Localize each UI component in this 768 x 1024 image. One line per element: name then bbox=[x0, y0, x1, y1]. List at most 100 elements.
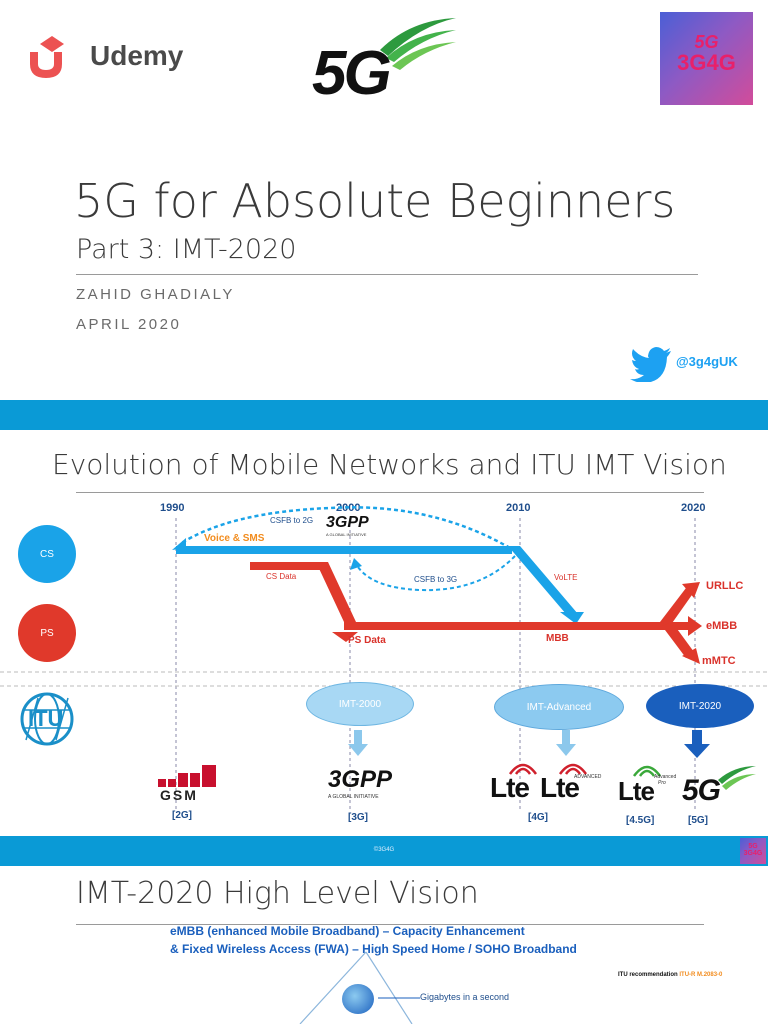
csfb-2g-label: CSFB to 2G bbox=[270, 516, 314, 525]
evolution-diagram bbox=[0, 506, 768, 812]
slide-footer-band: ©3G4G 5G 3G4G bbox=[0, 836, 768, 866]
ps-circle: PS bbox=[18, 604, 76, 662]
gen-label: [3G] bbox=[348, 812, 368, 823]
year-label: 2010 bbox=[506, 502, 531, 514]
lte-logo: Lte bbox=[490, 758, 542, 803]
cs-data-slope bbox=[316, 562, 356, 622]
udemy-wordmark: Udemy bbox=[90, 40, 184, 71]
itu-logo: ITU bbox=[18, 690, 76, 748]
slide-title: IMT-2020 High Level Vision bbox=[76, 876, 479, 911]
embb-line-2: & Fixed Wireless Access (FWA) – High Spe… bbox=[170, 942, 577, 956]
arrow-head bbox=[350, 558, 362, 570]
slide-subtitle: Part 3: IMT-2020 bbox=[76, 234, 297, 265]
slide-title: 5G for Absolute Beginners bbox=[74, 174, 676, 228]
voice-sms-label: Voice & SMS bbox=[204, 533, 265, 544]
gen-label: [4.5G] bbox=[626, 815, 655, 826]
imt-2020-ellipse: IMT-2020 bbox=[646, 684, 754, 728]
gen-label: [4G] bbox=[528, 812, 548, 823]
twitter-bird-icon bbox=[630, 347, 671, 382]
urllc-branch bbox=[660, 588, 694, 626]
mbb-label: MBB bbox=[546, 633, 569, 644]
mmtc-label: mMTC bbox=[702, 655, 736, 667]
database-icon bbox=[342, 984, 374, 1014]
arrow-head bbox=[682, 582, 700, 598]
badge-5g-text: 5G bbox=[748, 843, 758, 850]
imt-advanced-ellipse: IMT-Advanced bbox=[494, 684, 624, 730]
itu-text: ITU bbox=[28, 706, 64, 731]
badge-5g-text: 5G bbox=[694, 32, 719, 52]
lte-advanced-pro-logo: Advanced Pro Lte bbox=[618, 760, 677, 806]
udemy-u-icon bbox=[30, 36, 64, 78]
cs-to-mbb bbox=[508, 546, 578, 614]
down-arrow-imt-advanced bbox=[556, 730, 576, 756]
itu-recommendation: ITU recommendation ITU-R M.2083-0 bbox=[618, 972, 722, 978]
5g-swoosh-icon bbox=[718, 766, 756, 790]
itu-ref: ITU-R M.2083-0 bbox=[679, 972, 723, 978]
3gpp-logo-sub: A GLOBAL INITIATIVE bbox=[326, 532, 367, 537]
lte-signal-icon bbox=[632, 765, 662, 777]
lte-pro-sup: Pro bbox=[658, 780, 666, 786]
title-slide: Udemy 5G 5G 3G4G 5G for Absolute Beginne… bbox=[0, 0, 768, 402]
lte-signal-icon bbox=[508, 763, 538, 775]
3gpp-logo-bottom: 3GPP A GLOBAL INITIATIVE bbox=[328, 766, 400, 806]
title-divider bbox=[76, 924, 704, 925]
author: ZAHID GHADIALY bbox=[76, 286, 235, 303]
mmtc-branch bbox=[662, 622, 694, 658]
badge-3g4g-text: 3G4G bbox=[677, 50, 736, 75]
arrow-head bbox=[682, 648, 700, 664]
footer-copyright: ©3G4G bbox=[373, 847, 395, 853]
twitter-link[interactable]: @3g4gUK bbox=[630, 344, 760, 384]
embb-branch bbox=[664, 622, 690, 630]
badge-3g4g-text: 3G4G bbox=[743, 850, 763, 857]
date: APRIL 2020 bbox=[76, 316, 182, 333]
gsm-text: GSM bbox=[160, 787, 198, 803]
down-arrow-imt2000 bbox=[348, 730, 368, 756]
lte-text: Lte bbox=[540, 772, 580, 803]
5g-logo-small: 5G bbox=[678, 762, 758, 807]
3g4g-badge: 5G 3G4G bbox=[660, 12, 753, 105]
lte-pro-sup: Advanced bbox=[654, 774, 677, 780]
3gpp-logo: 3GPP A GLOBAL INITIATIVE bbox=[326, 514, 376, 544]
arrow-head bbox=[332, 632, 358, 642]
title-divider bbox=[76, 274, 698, 275]
lte-advanced-sup: ADVANCED bbox=[574, 774, 602, 780]
embb-line-1: eMBB (enhanced Mobile Broadband) – Capac… bbox=[170, 924, 525, 938]
gsm-logo: GSM bbox=[158, 765, 228, 807]
lte-advanced-logo: ADVANCED Lte bbox=[540, 758, 601, 803]
evolution-slide: Evolution of Mobile Networks and ITU IMT… bbox=[0, 432, 768, 836]
gen-label: [5G] bbox=[688, 815, 708, 826]
gen-label: [2G] bbox=[172, 810, 192, 821]
footer-badge: 5G 3G4G bbox=[740, 838, 766, 864]
itu-globe-icon bbox=[20, 692, 74, 746]
year-label: 2020 bbox=[681, 502, 706, 514]
vision-slide: IMT-2020 High Level Vision eMBB (enhance… bbox=[0, 868, 768, 1024]
cs-data-line bbox=[250, 562, 322, 570]
gigabytes-label: Gigabytes in a second bbox=[420, 992, 510, 1002]
csfb-2g-arc bbox=[179, 506, 511, 550]
section-band-1 bbox=[0, 400, 768, 430]
3gpp-logo-text: 3GPP bbox=[328, 766, 393, 793]
3gpp-logo-text: 3GPP bbox=[326, 514, 369, 531]
slide-title: Evolution of Mobile Networks and ITU IMT… bbox=[52, 448, 727, 481]
gsm-bars-icon bbox=[158, 765, 216, 787]
cs-line bbox=[176, 546, 512, 554]
ps-data-label: PS Data bbox=[348, 635, 386, 646]
ps-line bbox=[344, 622, 664, 630]
urllc-label: URLLC bbox=[706, 580, 744, 592]
5g-swoosh-icon bbox=[380, 18, 456, 70]
lte-text: Lte bbox=[490, 772, 530, 803]
twitter-handle: @3g4gUK bbox=[676, 354, 738, 369]
year-label: 1990 bbox=[160, 502, 185, 514]
3gpp-logo-sub: A GLOBAL INITIATIVE bbox=[328, 794, 379, 800]
title-divider bbox=[76, 492, 704, 493]
lte-signal-icon bbox=[558, 763, 588, 775]
volte-label: VoLTE bbox=[554, 573, 578, 582]
arrow-head bbox=[688, 616, 702, 636]
lte-text: Lte bbox=[618, 776, 655, 806]
udemy-logo: Udemy bbox=[24, 34, 194, 78]
arrow-head bbox=[560, 612, 584, 624]
vision-triangle bbox=[299, 951, 420, 1024]
embb-label: eMBB bbox=[706, 620, 738, 632]
cs-data-label: CS Data bbox=[266, 572, 297, 581]
csfb-3g-label: CSFB to 3G bbox=[414, 575, 458, 584]
